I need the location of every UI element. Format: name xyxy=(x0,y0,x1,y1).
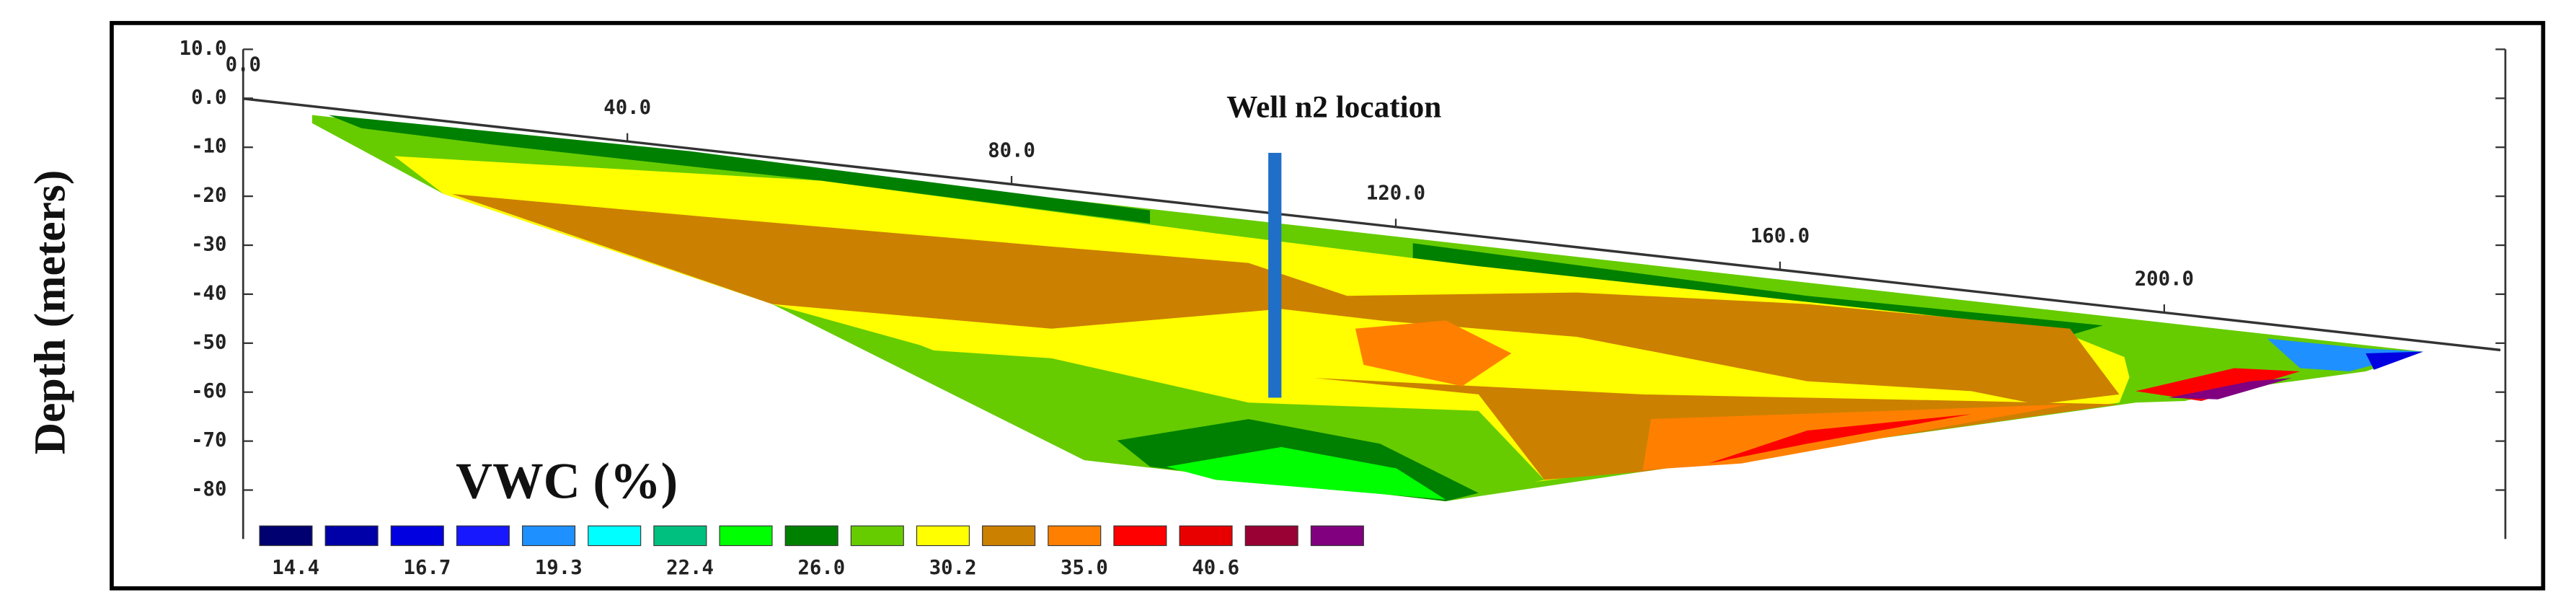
legend-swatch xyxy=(456,525,510,547)
y-tick-label: -50 xyxy=(191,331,226,353)
y-tick-label: -10 xyxy=(191,136,226,158)
section-fill xyxy=(311,115,2424,502)
legend-swatch xyxy=(1244,525,1298,547)
legend-swatch xyxy=(1113,525,1167,547)
region xyxy=(451,193,2120,405)
legend-swatch xyxy=(1310,525,1364,547)
legend-label: 22.4 xyxy=(666,557,714,579)
y-tick-label: -20 xyxy=(191,185,226,207)
annotation: Well n2 location xyxy=(1226,90,1441,125)
legend-swatch xyxy=(390,525,444,547)
legend-swatch xyxy=(916,525,970,547)
legend-label: 16.7 xyxy=(404,557,451,579)
x-tick-label: 160.0 xyxy=(1750,225,1810,247)
x-tick-label: 200.0 xyxy=(2135,268,2194,290)
y-axis-label: Depth (meters) xyxy=(25,170,74,455)
legend-swatch xyxy=(719,525,773,547)
x-tick-label: 120.0 xyxy=(1366,182,1425,205)
legend-swatch xyxy=(522,525,576,547)
legend-swatch xyxy=(259,525,313,547)
x-tick-label: 80.0 xyxy=(988,139,1035,162)
legend-swatch xyxy=(588,525,642,547)
y-tick-label: -70 xyxy=(191,429,226,451)
legend-swatch xyxy=(850,525,904,547)
region xyxy=(328,115,1151,224)
legend-label: 19.3 xyxy=(535,557,583,579)
y-tick-label: 0.0 xyxy=(191,87,226,109)
legend-swatch xyxy=(653,525,707,547)
x-tick-label: 0.0 xyxy=(226,54,261,76)
y-tick-label: -30 xyxy=(191,234,226,256)
y-tick-label: -60 xyxy=(191,380,226,402)
region xyxy=(2135,368,2301,402)
legend-label: 26.0 xyxy=(797,557,845,579)
region xyxy=(2267,338,2424,372)
region xyxy=(2365,351,2424,370)
y-tick-label: 10.0 xyxy=(180,38,227,60)
region xyxy=(2168,378,2292,400)
y-tick-label: -80 xyxy=(191,478,226,500)
surface-line xyxy=(243,97,2501,352)
legend-swatch xyxy=(1048,525,1102,547)
region xyxy=(1166,446,1446,500)
legend-label: 40.6 xyxy=(1192,557,1239,579)
region xyxy=(1412,243,2103,335)
x-tick-label: 40.0 xyxy=(603,97,651,119)
legend-swatch xyxy=(982,525,1036,547)
legend-title: VWC (%) xyxy=(456,454,678,510)
legend-label: 14.4 xyxy=(272,557,319,579)
legend-swatch xyxy=(1179,525,1233,547)
legend-swatch xyxy=(324,525,379,547)
legend-label: 30.2 xyxy=(929,557,977,579)
legend-swatch xyxy=(784,525,838,547)
well-marker xyxy=(1268,152,1282,398)
legend-label: 35.0 xyxy=(1061,557,1108,579)
y-tick-label: -40 xyxy=(191,282,226,304)
region xyxy=(1355,320,1512,387)
